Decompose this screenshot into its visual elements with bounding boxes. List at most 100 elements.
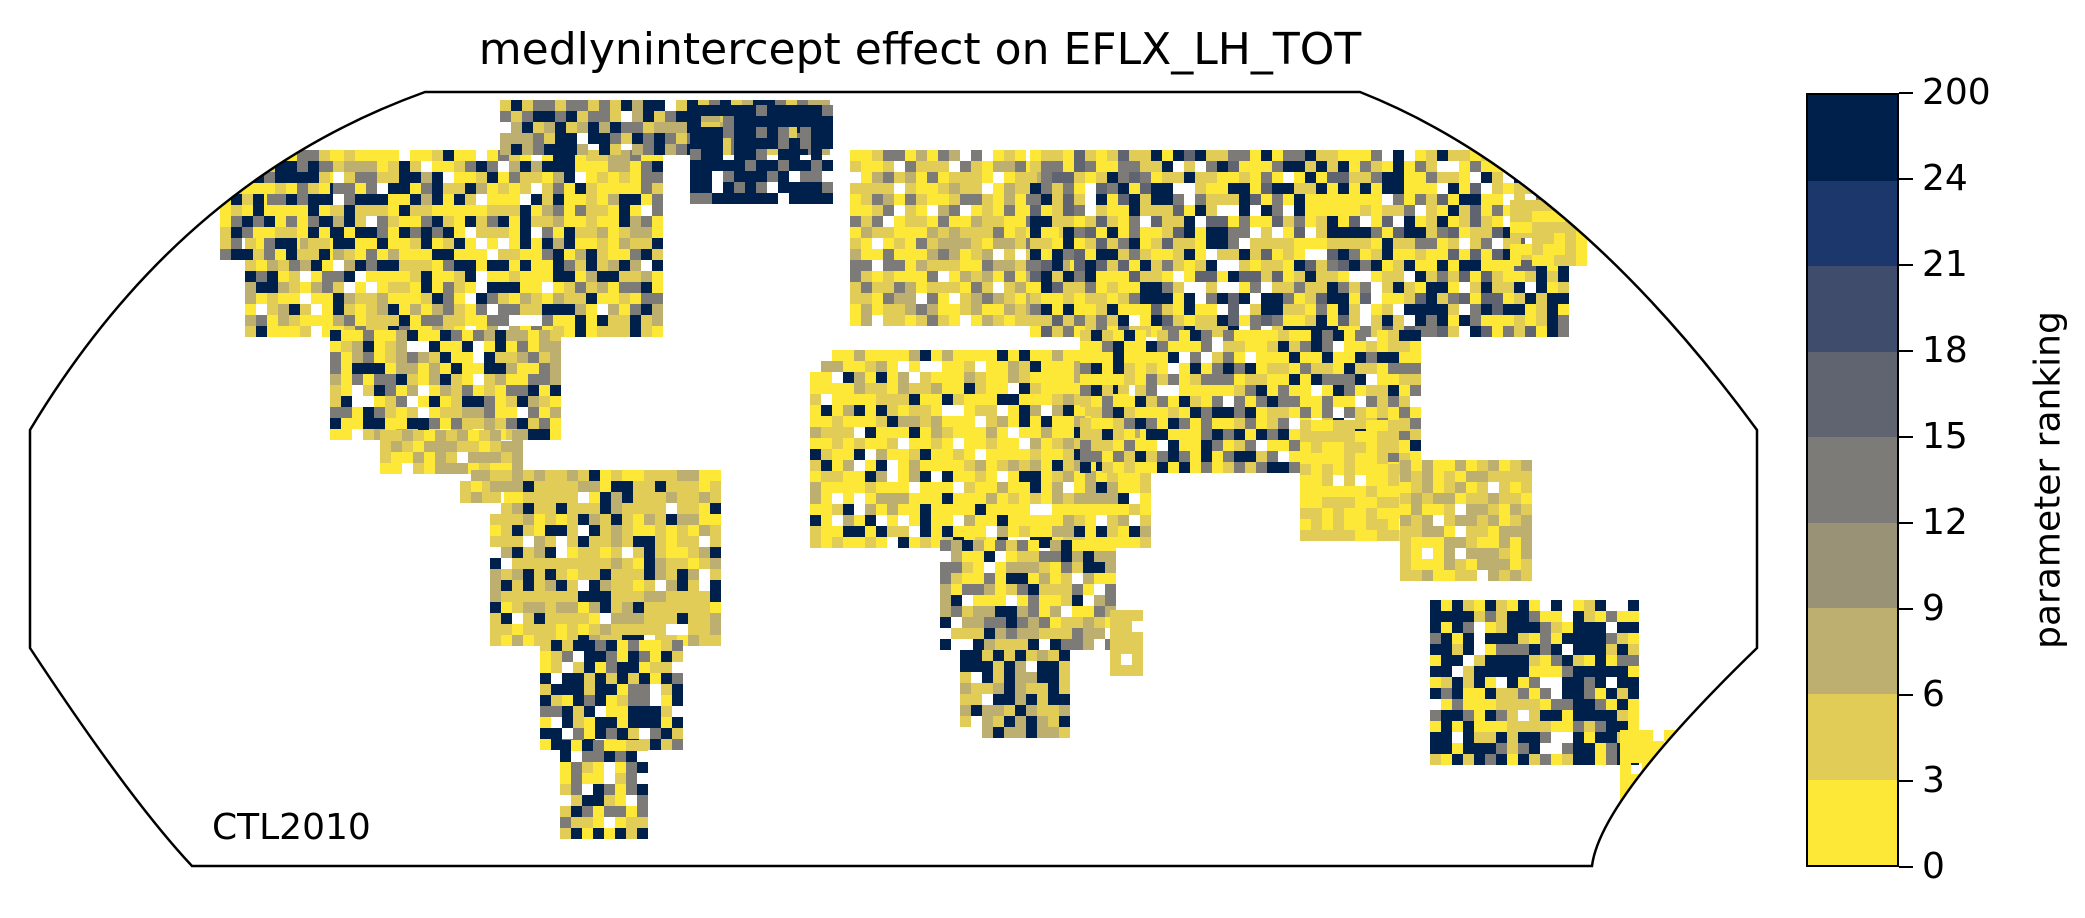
map-cell: [712, 127, 723, 138]
map-cell: [676, 133, 687, 144]
map-cell: [319, 150, 330, 161]
map-cell: [666, 613, 677, 624]
map-cell: [544, 111, 555, 122]
map-cell: [1653, 785, 1664, 796]
map-cell: [1006, 540, 1017, 551]
map-cell: [1179, 396, 1190, 407]
map-cell: [432, 172, 443, 183]
map-cell: [622, 481, 633, 492]
map-cell: [1041, 526, 1052, 537]
map-cell: [633, 525, 644, 536]
map-cell: [520, 249, 531, 260]
map-cell: [1437, 315, 1448, 326]
map-cell: [355, 315, 366, 326]
map-cell: [699, 525, 710, 536]
map-cell: [1388, 475, 1399, 486]
map-cell: [953, 361, 964, 372]
map-cell: [710, 470, 721, 481]
map-cell: [567, 602, 578, 613]
map-cell: [920, 515, 931, 526]
map-cell: [511, 111, 522, 122]
map-cell: [1113, 352, 1124, 363]
map-cell: [1529, 666, 1540, 677]
map-cell: [377, 238, 388, 249]
map-cell: [377, 249, 388, 260]
map-cell: [1488, 537, 1499, 548]
map-cell: [1091, 363, 1102, 374]
map-cell: [964, 361, 975, 372]
map-cell: [698, 111, 709, 122]
map-cell: [865, 383, 876, 394]
map-cell: [341, 341, 352, 352]
map-cell: [1080, 363, 1091, 374]
map-cell: [622, 591, 633, 602]
map-cell: [344, 260, 355, 271]
map-cell: [1642, 741, 1653, 752]
map-cell: [1463, 699, 1474, 710]
map-cell: [297, 205, 308, 216]
map-cell: [1030, 526, 1041, 537]
map-cell: [1151, 293, 1162, 304]
map-cell: [655, 470, 666, 481]
map-cell: [1529, 611, 1540, 622]
map-cell: [1551, 655, 1562, 666]
map-cell: [440, 363, 451, 374]
map-cell: [688, 470, 699, 481]
map-cell: [1118, 526, 1129, 537]
map-cell: [1094, 606, 1105, 617]
map-cell: [986, 383, 997, 394]
map-cell: [938, 315, 949, 326]
map-cell: [1316, 260, 1327, 271]
map-cell: [231, 249, 242, 260]
map-cell: [1521, 537, 1532, 548]
map-cell: [1441, 699, 1452, 710]
map-cell: [984, 628, 995, 639]
map-cell: [997, 460, 1008, 471]
map-cell: [960, 271, 971, 282]
map-cell: [545, 547, 556, 558]
map-cell: [1162, 205, 1173, 216]
map-cell: [597, 194, 608, 205]
map-cell: [1316, 238, 1327, 249]
map-cell: [1094, 628, 1105, 639]
map-cell: [1344, 352, 1355, 363]
map-cell: [832, 526, 843, 537]
map-cell: [1052, 260, 1063, 271]
map-cell: [1503, 150, 1514, 161]
map-cell: [1426, 282, 1437, 293]
map-cell: [964, 471, 975, 482]
map-cell: [701, 149, 712, 160]
map-cell: [1422, 526, 1433, 537]
map-cell: [940, 617, 951, 628]
map-cell: [1162, 304, 1173, 315]
map-cell: [1074, 183, 1085, 194]
map-cell: [1004, 293, 1015, 304]
map-cell: [1521, 471, 1532, 482]
map-cell: [1521, 200, 1532, 211]
map-cell: [573, 695, 584, 706]
map-cell: [712, 138, 723, 149]
map-cell: [534, 536, 545, 547]
map-cell: [300, 315, 311, 326]
map-cell: [588, 122, 599, 133]
map-cell: [539, 396, 550, 407]
map-cell: [424, 463, 435, 474]
map-cell: [1510, 504, 1521, 515]
map-cell: [1168, 352, 1179, 363]
map-cell: [615, 784, 626, 795]
map-cell: [1061, 562, 1072, 573]
map-cell: [1140, 504, 1151, 515]
map-cell: [1256, 396, 1267, 407]
map-cell: [1503, 282, 1514, 293]
map-cell: [951, 595, 962, 606]
map-cell: [443, 282, 454, 293]
map-cell: [1305, 205, 1316, 216]
map-cell: [1606, 721, 1617, 732]
map-cell: [1250, 249, 1261, 260]
map-cell: [1459, 249, 1470, 260]
map-cell: [1463, 743, 1474, 754]
map-cell: [498, 194, 509, 205]
map-cell: [501, 503, 512, 514]
map-cell: [286, 205, 297, 216]
map-cell: [665, 122, 676, 133]
